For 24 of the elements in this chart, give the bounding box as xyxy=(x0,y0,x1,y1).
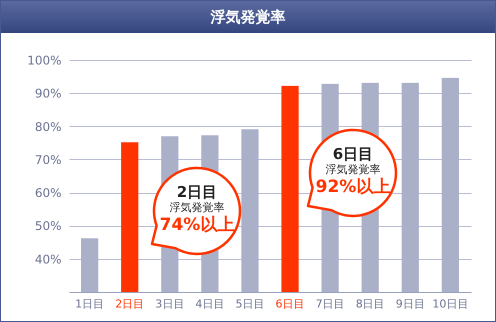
x-tick-label: 10日目 xyxy=(432,298,468,310)
y-tick-label: 60% xyxy=(34,186,62,200)
x-tick-label: 2日目 xyxy=(115,298,144,310)
annotation: 6日目 xyxy=(332,145,374,163)
y-tick-label: 90% xyxy=(34,86,62,101)
y-tick-label: 70% xyxy=(34,152,62,167)
annotation: 74%以上 xyxy=(158,215,236,235)
y-tick-label: 40% xyxy=(34,252,62,266)
annotation: 92%以上 xyxy=(314,177,392,197)
x-tick-label: 5日目 xyxy=(235,298,264,310)
annotation: 浮気発覚率 xyxy=(324,163,382,176)
chart-title: 浮気発覚率 xyxy=(1,1,495,33)
x-tick-label: 8日目 xyxy=(356,298,385,310)
y-tick-label: 100% xyxy=(27,54,62,68)
x-tick-label: 3日目 xyxy=(155,298,184,310)
x-tick-label: 7日目 xyxy=(316,298,345,310)
y-tick-label: 80% xyxy=(34,120,62,134)
annotation: 2日目 xyxy=(176,183,218,201)
x-tick-label: 9日目 xyxy=(396,298,425,310)
y-tick-label: 50% xyxy=(34,219,62,234)
x-tick-label: 4日目 xyxy=(195,298,224,310)
x-tick-label: 1日目 xyxy=(75,298,104,310)
x-tick-label: 6日目 xyxy=(276,298,305,310)
annotation: 浮気発覚率 xyxy=(168,201,226,214)
